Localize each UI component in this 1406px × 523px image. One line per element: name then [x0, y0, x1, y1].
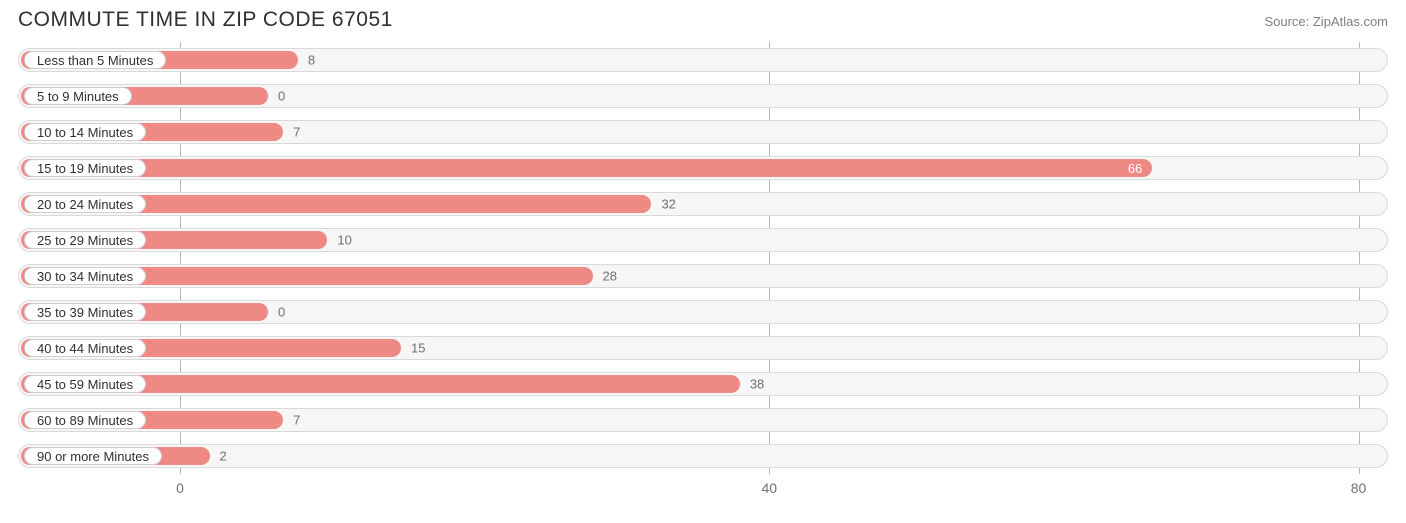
axis-tick-label: 80 [1351, 480, 1367, 496]
category-label: 25 to 29 Minutes [24, 231, 146, 249]
category-label: 15 to 19 Minutes [24, 159, 146, 177]
bar-row: 5 to 9 Minutes 0 [18, 78, 1388, 114]
chart-plot: Less than 5 Minutes 8 5 to 9 Minutes 0 10 to… [18, 42, 1388, 474]
bar-value: 28 [603, 269, 617, 284]
category-label: 40 to 44 Minutes [24, 339, 146, 357]
bar-row: 10 to 14 Minutes 7 [18, 114, 1388, 150]
category-label: 35 to 39 Minutes [24, 303, 146, 321]
bar-row: 25 to 29 Minutes 10 [18, 222, 1388, 258]
chart-source: Source: ZipAtlas.com [1264, 14, 1388, 29]
bar-value: 0 [278, 305, 285, 320]
category-label: 30 to 34 Minutes [24, 267, 146, 285]
bar-value: 10 [337, 233, 351, 248]
bar-fill: 66 [21, 159, 1152, 177]
chart-title: COMMUTE TIME IN ZIP CODE 67051 [18, 8, 393, 32]
bar-row: 40 to 44 Minutes 15 [18, 330, 1388, 366]
axis-tick-label: 0 [176, 480, 184, 496]
bar-value: 8 [308, 53, 315, 68]
bar-row: 66 15 to 19 Minutes [18, 150, 1388, 186]
bar-row: 20 to 24 Minutes 32 [18, 186, 1388, 222]
axis-tick-label: 40 [761, 480, 777, 496]
bar-value: 15 [411, 341, 425, 356]
bar-row: 35 to 39 Minutes 0 [18, 294, 1388, 330]
bar-value: 7 [293, 125, 300, 140]
category-label: Less than 5 Minutes [24, 51, 166, 69]
bar-value: 38 [750, 377, 764, 392]
category-label: 20 to 24 Minutes [24, 195, 146, 213]
bar-row: Less than 5 Minutes 8 [18, 42, 1388, 78]
category-label: 45 to 59 Minutes [24, 375, 146, 393]
category-label: 60 to 89 Minutes [24, 411, 146, 429]
bar-value: 66 [1128, 161, 1142, 176]
x-axis: 0 40 80 [18, 474, 1388, 504]
bar-row: 30 to 34 Minutes 28 [18, 258, 1388, 294]
bar-value: 7 [293, 413, 300, 428]
bar-value: 0 [278, 89, 285, 104]
category-label: 5 to 9 Minutes [24, 87, 132, 105]
bar-row: 90 or more Minutes 2 [18, 438, 1388, 474]
bar-value: 2 [220, 449, 227, 464]
chart-area: Less than 5 Minutes 8 5 to 9 Minutes 0 10 to… [0, 36, 1406, 474]
bar-row: 45 to 59 Minutes 38 [18, 366, 1388, 402]
chart-header: COMMUTE TIME IN ZIP CODE 67051 Source: Z… [0, 0, 1406, 36]
category-label: 90 or more Minutes [24, 447, 162, 465]
bar-value: 32 [661, 197, 675, 212]
bar-row: 60 to 89 Minutes 7 [18, 402, 1388, 438]
category-label: 10 to 14 Minutes [24, 123, 146, 141]
